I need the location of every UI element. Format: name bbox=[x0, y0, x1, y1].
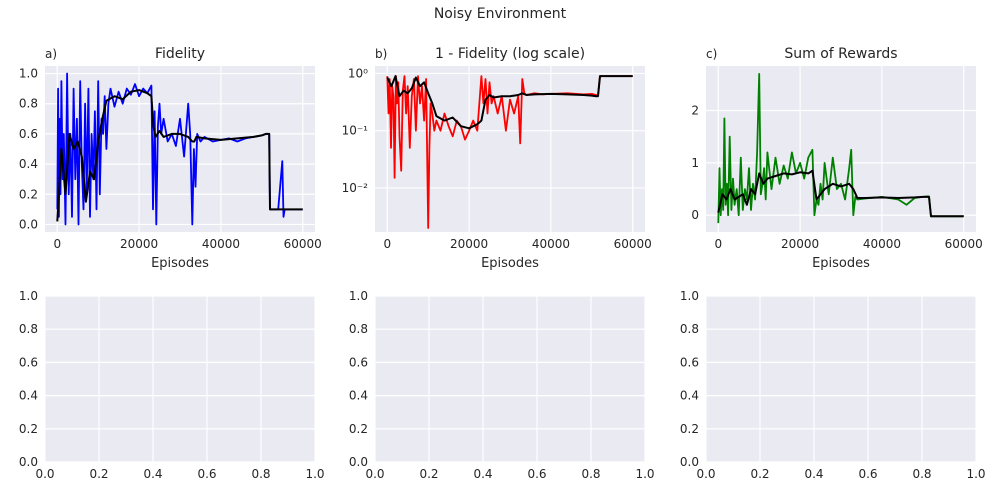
y-tick-label: 0.0 bbox=[680, 455, 699, 469]
y-tick-label: 0.6 bbox=[19, 355, 38, 369]
y-tick-label: 0.0 bbox=[19, 217, 38, 231]
series-smoothed-line bbox=[386, 75, 633, 130]
x-tick-label: 0.8 bbox=[251, 467, 270, 481]
y-tick-label: 2 bbox=[691, 104, 699, 118]
x-tick-label: 1.0 bbox=[305, 467, 324, 481]
y-tick-label: 0.2 bbox=[680, 422, 699, 436]
plot-area bbox=[706, 66, 976, 232]
x-tick-label: 60000 bbox=[284, 237, 322, 251]
x-tick-label: 0.0 bbox=[35, 467, 54, 481]
x-axis-label: Episodes bbox=[812, 256, 870, 271]
x-tick-label: 20000 bbox=[781, 237, 819, 251]
x-tick-label: 20000 bbox=[450, 237, 488, 251]
x-axis-label: Episodes bbox=[151, 256, 209, 271]
x-tick-label: 0.8 bbox=[912, 467, 931, 481]
x-tick-label: 40000 bbox=[202, 237, 240, 251]
x-tick-label: 0.2 bbox=[750, 467, 769, 481]
series-raw-line bbox=[717, 73, 964, 224]
panel-title: 1 - Fidelity (log scale) bbox=[435, 46, 585, 62]
figure-suptitle: Noisy Environment bbox=[433, 6, 567, 22]
x-tick-label: 0.6 bbox=[197, 467, 216, 481]
y-tick-label: 0.6 bbox=[19, 127, 38, 141]
y-tick-label: 1.0 bbox=[349, 289, 368, 303]
x-tick-label: 60000 bbox=[945, 237, 983, 251]
y-tick-label: 0.2 bbox=[19, 422, 38, 436]
panel-label: a) bbox=[45, 47, 57, 61]
chart-panel-2: 0 20000 40000 60000 10⁻² 10⁻¹ 10⁰ 1 - Fidelity … bbox=[342, 46, 652, 271]
plot-area bbox=[706, 296, 976, 462]
x-tick-label: 0.8 bbox=[581, 467, 600, 481]
y-tick-label: 0.6 bbox=[680, 355, 699, 369]
y-tick-label: 10⁻¹ bbox=[342, 124, 369, 138]
panel-label: c) bbox=[706, 47, 717, 61]
y-tick-label: 0.0 bbox=[19, 455, 38, 469]
y-tick-label: 1.0 bbox=[19, 289, 38, 303]
y-tick-label: 0.8 bbox=[680, 322, 699, 336]
panel-title: Sum of Rewards bbox=[784, 46, 897, 62]
x-tick-label: 40000 bbox=[532, 237, 570, 251]
y-tick-label: 0.8 bbox=[349, 322, 368, 336]
y-tick-label: 10⁰ bbox=[348, 66, 368, 80]
x-tick-label: 0.6 bbox=[527, 467, 546, 481]
series-smoothed-line bbox=[56, 89, 303, 222]
x-tick-label: 1.0 bbox=[635, 467, 654, 481]
x-tick-label: 0.0 bbox=[696, 467, 715, 481]
x-tick-label: 1.0 bbox=[966, 467, 985, 481]
x-axis-label: Episodes bbox=[481, 256, 539, 271]
chart-panel-4: 0.0 0.2 0.4 0.6 0.8 1.0 0.0 0.2 0.4 0.6 0.8 1.0 bbox=[19, 289, 325, 481]
y-tick-label: 0.6 bbox=[349, 355, 368, 369]
plot-area bbox=[375, 66, 645, 232]
y-tick-label: 1 bbox=[691, 156, 699, 170]
panel-title: Fidelity bbox=[155, 46, 205, 62]
y-tick-label: 0.4 bbox=[349, 389, 368, 403]
x-tick-label: 0.6 bbox=[858, 467, 877, 481]
x-tick-label: 20000 bbox=[120, 237, 158, 251]
y-tick-label: 0.4 bbox=[19, 389, 38, 403]
chart-panel-6: 0.0 0.2 0.4 0.6 0.8 1.0 0.0 0.2 0.4 0.6 0.8 1.0 bbox=[680, 289, 986, 481]
y-tick-label: 0.0 bbox=[349, 455, 368, 469]
y-tick-label: 0.4 bbox=[19, 157, 38, 171]
x-tick-label: 40000 bbox=[863, 237, 901, 251]
x-tick-label: 0.4 bbox=[804, 467, 823, 481]
y-tick-label: 1.0 bbox=[680, 289, 699, 303]
y-tick-label: 0.4 bbox=[680, 389, 699, 403]
y-tick-label: 10⁻² bbox=[342, 181, 369, 195]
y-tick-label: 0.2 bbox=[349, 422, 368, 436]
y-tick-label: 0.2 bbox=[19, 187, 38, 201]
plot-area bbox=[375, 296, 645, 462]
chart-panel-1: 0 20000 40000 60000 0.0 0.2 0.4 0.6 0.8 1.0 Fideli… bbox=[19, 46, 322, 271]
y-tick-label: 0.8 bbox=[19, 97, 38, 111]
series-smoothed-line bbox=[717, 169, 964, 218]
x-tick-label: 0.4 bbox=[143, 467, 162, 481]
x-tick-label: 0.2 bbox=[419, 467, 438, 481]
x-tick-label: 0.0 bbox=[365, 467, 384, 481]
x-tick-label: 0.4 bbox=[473, 467, 492, 481]
x-tick-label: 0 bbox=[714, 237, 722, 251]
chart-panel-5: 0.0 0.2 0.4 0.6 0.8 1.0 0.0 0.2 0.4 0.6 0.8 1.0 bbox=[349, 289, 655, 481]
x-tick-label: 0 bbox=[383, 237, 391, 251]
panel-label: b) bbox=[375, 47, 387, 61]
x-tick-label: 0.2 bbox=[89, 467, 108, 481]
chart-panel-3: 0 20000 40000 60000 0 1 2 Sum of Rewards c) Episo… bbox=[691, 46, 982, 271]
y-tick-label: 1.0 bbox=[19, 67, 38, 81]
x-tick-label: 0 bbox=[53, 237, 61, 251]
x-tick-label: 60000 bbox=[614, 237, 652, 251]
plot-area bbox=[45, 296, 315, 462]
y-tick-label: 0 bbox=[691, 208, 699, 222]
y-tick-label: 0.8 bbox=[19, 322, 38, 336]
